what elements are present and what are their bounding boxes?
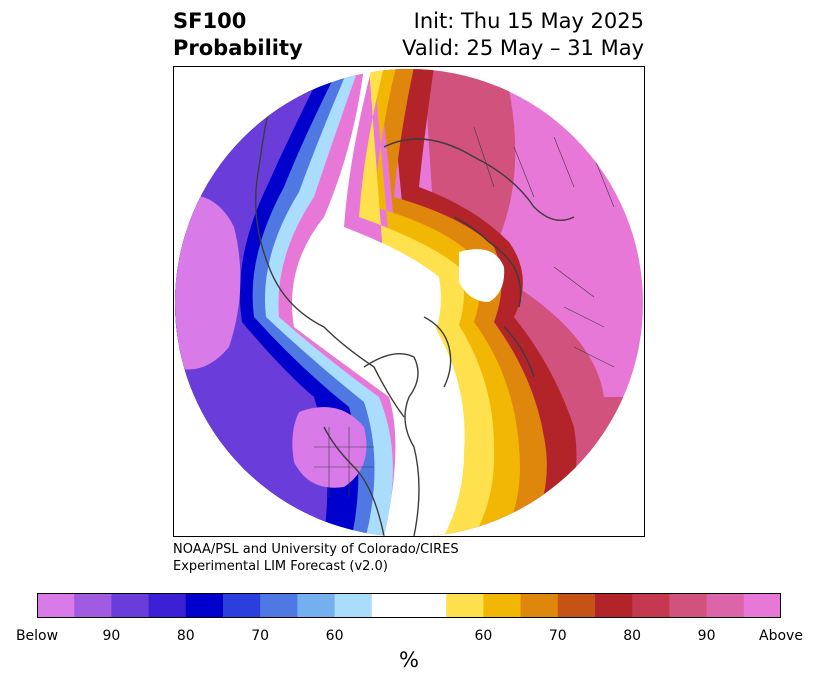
colorbar-segment — [520, 593, 559, 618]
neutral-corridor — [292, 69, 465, 536]
map-canvas — [175, 69, 643, 536]
colorbar-tick-label: Below — [15, 628, 59, 644]
colorbar — [37, 593, 781, 618]
colorbar-segment — [669, 593, 708, 618]
colorbar-segment — [297, 593, 336, 618]
europe-borders — [553, 266, 615, 368]
colorbar-segment — [483, 593, 522, 618]
colorbar-segment — [260, 593, 298, 618]
map-title: SF100 Probability — [173, 8, 303, 62]
greenland-coast — [423, 316, 452, 388]
map-dates: Init: Thu 15 May 2025 Valid: 25 May – 31… — [402, 8, 644, 62]
colorbar-tick-label: 90 — [697, 628, 716, 644]
eurasia-coast — [383, 138, 575, 221]
init-date: Init: Thu 15 May 2025 — [413, 9, 644, 33]
colorbar-segment — [595, 593, 633, 618]
scandinavia-coast — [453, 216, 522, 308]
colorbar-tick-label: 70 — [251, 628, 270, 644]
colorbar-tick-label: Above — [759, 628, 803, 644]
colorbar-segment — [446, 593, 484, 618]
colorbar-tick-label: 70 — [548, 628, 567, 644]
britain-coast — [503, 326, 535, 378]
below-strong-us — [292, 407, 367, 488]
colorbar-segment — [223, 593, 261, 618]
colorbar-unit: % — [399, 648, 419, 672]
credit-model: Experimental LIM Forecast (v2.0) — [173, 559, 388, 574]
colorbar-segment — [111, 593, 150, 618]
colorbar-tick-label: 80 — [176, 628, 195, 644]
colorbar-segment — [632, 593, 670, 618]
colorbar-segment — [557, 593, 596, 618]
below-strong-pacific — [175, 195, 241, 370]
colorbar-segment — [37, 593, 75, 618]
colorbar-tick-label: 60 — [474, 628, 493, 644]
title-type: Probability — [173, 36, 303, 60]
colorbar-tick-label: 90 — [102, 628, 121, 644]
colorbar-segment — [185, 593, 224, 618]
north-america-west-coast — [254, 86, 405, 418]
colorbar-segment — [371, 593, 410, 618]
asia-borders — [473, 126, 615, 208]
purple-band — [175, 69, 328, 536]
political-borders — [314, 126, 615, 497]
colorbar-segment — [148, 593, 187, 618]
north-pole-marker — [402, 296, 414, 308]
title-variable: SF100 — [173, 9, 247, 33]
credit-org: NOAA/PSL and University of Colorado/CIRE… — [173, 542, 459, 557]
colorbar-segment — [743, 593, 781, 618]
north-america-east-coast — [363, 353, 420, 536]
colorbar-segment — [409, 593, 447, 618]
colorbar-border — [37, 593, 781, 618]
valid-range: Valid: 25 May – 31 May — [402, 36, 644, 60]
colorbar-tick-label: 80 — [623, 628, 642, 644]
colorbar-tick-label: 60 — [325, 628, 344, 644]
neutral-island — [459, 249, 505, 302]
colorbar-segment — [706, 593, 745, 618]
colorbar-segment — [334, 593, 373, 618]
forecast-map — [173, 66, 645, 537]
probability-field — [175, 69, 643, 536]
map-credit: NOAA/PSL and University of Colorado/CIRE… — [173, 541, 459, 575]
colorbar-segment — [74, 593, 112, 618]
us-state-borders — [314, 427, 374, 497]
